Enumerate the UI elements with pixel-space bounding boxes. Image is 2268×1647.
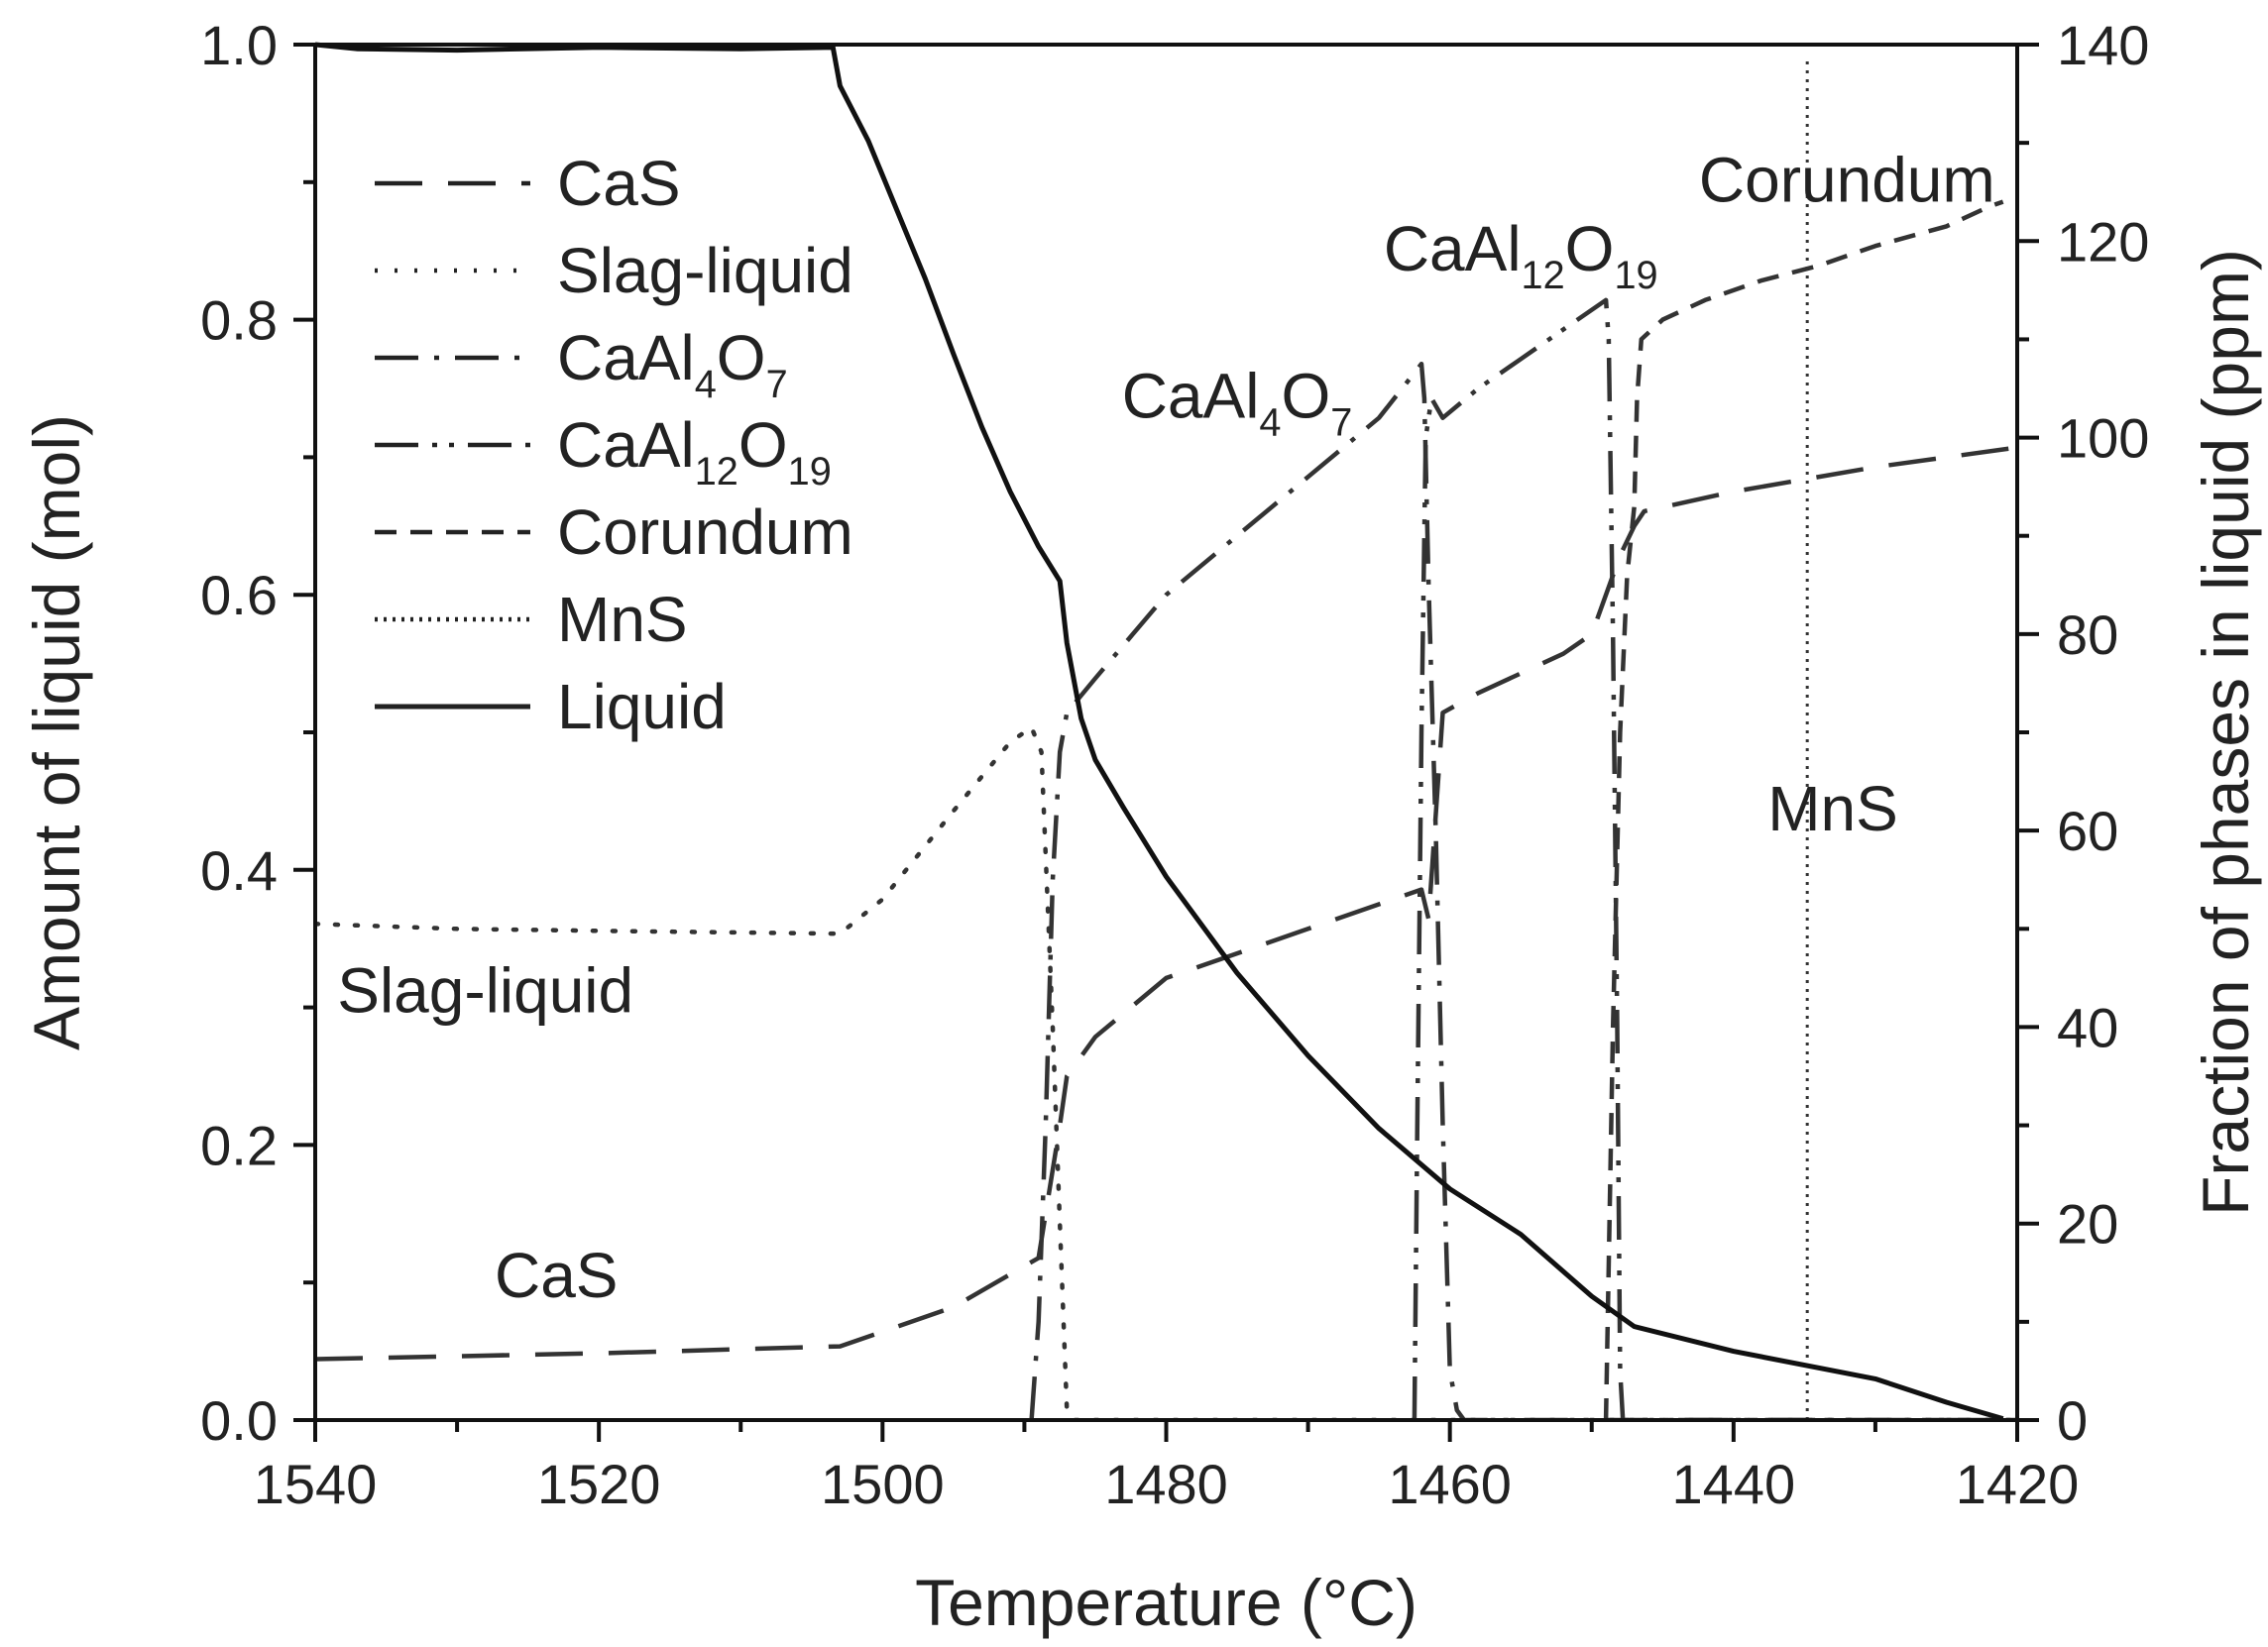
legend-item: Liquid bbox=[375, 671, 727, 742]
annotation-label: Slag-liquid bbox=[337, 955, 633, 1027]
y-left-tick-label: 0.6 bbox=[200, 564, 278, 626]
x-tick-label: 1540 bbox=[254, 1453, 378, 1515]
legend-item: Slag-liquid bbox=[375, 235, 853, 306]
y-left-tick-label: 1.0 bbox=[200, 14, 278, 76]
annotation-label: CaAl12O19 bbox=[1384, 213, 1658, 297]
y-left-tick-label: 0.4 bbox=[200, 839, 278, 902]
x-tick-label: 1500 bbox=[821, 1453, 945, 1515]
y-left-tick-label: 0.8 bbox=[200, 289, 278, 352]
legend-item: CaAl4O7 bbox=[375, 322, 788, 406]
y-right-tick-label: 60 bbox=[2057, 800, 2118, 862]
legend-label: Liquid bbox=[557, 671, 727, 742]
x-tick-label: 1440 bbox=[1672, 1453, 1796, 1515]
y-right-tick-label: 40 bbox=[2057, 996, 2118, 1058]
y-left-axis-title: Amount of liquid (mol) bbox=[20, 414, 93, 1050]
phase-fraction-chart: 1540 1520 1500 1480 1460 1440 1420 0.0 0.2 0.4 0.6… bbox=[0, 0, 2268, 1647]
y-right-tick-label: 0 bbox=[2057, 1389, 2088, 1452]
legend-label: CaAl4O7 bbox=[557, 322, 788, 406]
y-left-tick-label: 0.2 bbox=[200, 1114, 278, 1176]
series-line-slag-liquid bbox=[315, 727, 2017, 1420]
legend-label: CaAl12O19 bbox=[557, 409, 832, 494]
annotation-label: CaAl4O7 bbox=[1122, 361, 1353, 445]
y-right-tick-label: 120 bbox=[2057, 210, 2149, 273]
y-right-axis-title: Fraction of phases in liquid (ppm) bbox=[2189, 249, 2262, 1216]
x-tick-label: 1460 bbox=[1388, 1453, 1512, 1515]
x-tick-label: 1520 bbox=[537, 1453, 661, 1515]
legend-item: CaS bbox=[375, 148, 681, 219]
y-right-tick-label: 100 bbox=[2057, 407, 2149, 470]
legend-label: Corundum bbox=[557, 496, 853, 568]
annotation-label: MnS bbox=[1767, 773, 1898, 844]
y-left-tick-label: 0.0 bbox=[200, 1389, 278, 1452]
legend-label: Slag-liquid bbox=[557, 235, 853, 306]
x-axis-title: Temperature (°C) bbox=[915, 1566, 1418, 1639]
legend-item: Corundum bbox=[375, 496, 853, 568]
y-right-tick-label: 80 bbox=[2057, 604, 2118, 666]
annotation-label: CaS bbox=[495, 1240, 619, 1311]
x-tick-label: 1420 bbox=[1956, 1453, 2080, 1515]
legend-item: MnS bbox=[375, 584, 688, 655]
legend-item: CaAl12O19 bbox=[375, 409, 832, 494]
x-tick-label: 1480 bbox=[1104, 1453, 1228, 1515]
legend-label: MnS bbox=[557, 584, 688, 655]
y-right-tick-label: 140 bbox=[2057, 14, 2149, 76]
series-line-caal12o19 bbox=[1415, 300, 2017, 1420]
annotation-label: Corundum bbox=[1699, 145, 1995, 216]
y-right-tick-label: 20 bbox=[2057, 1193, 2118, 1256]
legend-label: CaS bbox=[557, 148, 681, 219]
